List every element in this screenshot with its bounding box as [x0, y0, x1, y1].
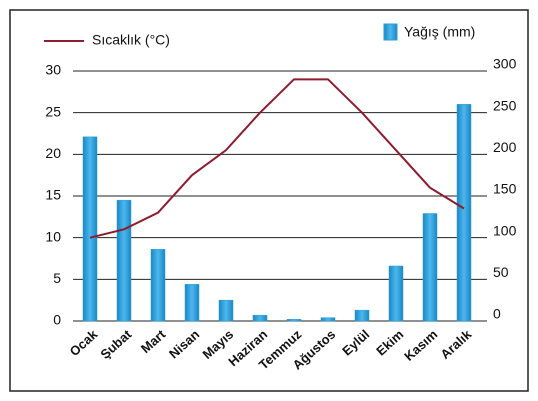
y-tick-label: 30	[45, 62, 61, 78]
bar	[82, 136, 98, 322]
legend-label: Sıcaklık (°C)	[92, 32, 170, 48]
bar	[184, 284, 200, 322]
y2-tick-label: 250	[493, 97, 517, 113]
y-tick-label: 25	[45, 103, 61, 119]
bar	[150, 249, 166, 322]
legend-label: Yağış (mm)	[404, 24, 475, 40]
y2-tick-label: 300	[493, 56, 517, 72]
bar	[388, 265, 404, 322]
bar	[218, 299, 234, 322]
bar	[252, 314, 268, 322]
bar	[286, 319, 302, 322]
x-tick-label: Kasım	[401, 327, 440, 364]
y-tick-label: 5	[53, 270, 61, 286]
x-tick-label: Nisan	[166, 327, 202, 362]
y2-tick-label: 50	[493, 264, 509, 280]
bar	[320, 317, 336, 322]
y-tick-label: 20	[45, 145, 61, 161]
y-tick-label: 0	[53, 312, 61, 328]
legend-swatch	[383, 23, 398, 41]
line	[89, 78, 465, 239]
bar	[354, 309, 370, 322]
x-tick-label: Eylül	[339, 327, 372, 359]
x-tick-label: Aralık	[437, 326, 474, 362]
frame	[9, 9, 529, 392]
y-tick-label: 15	[45, 187, 61, 203]
x-tick-label: Ocak	[67, 326, 101, 359]
bar	[422, 213, 438, 322]
bar	[116, 199, 132, 322]
y2-tick-label: 100	[493, 222, 517, 238]
x-tick-label: Şubat	[97, 326, 134, 362]
x-tick-label: Mart	[138, 326, 169, 356]
bar	[456, 104, 472, 322]
y2-tick-label: 0	[493, 306, 501, 322]
y2-tick-label: 200	[493, 139, 517, 155]
y-tick-label: 10	[45, 228, 61, 244]
y2-tick-label: 150	[493, 181, 517, 197]
